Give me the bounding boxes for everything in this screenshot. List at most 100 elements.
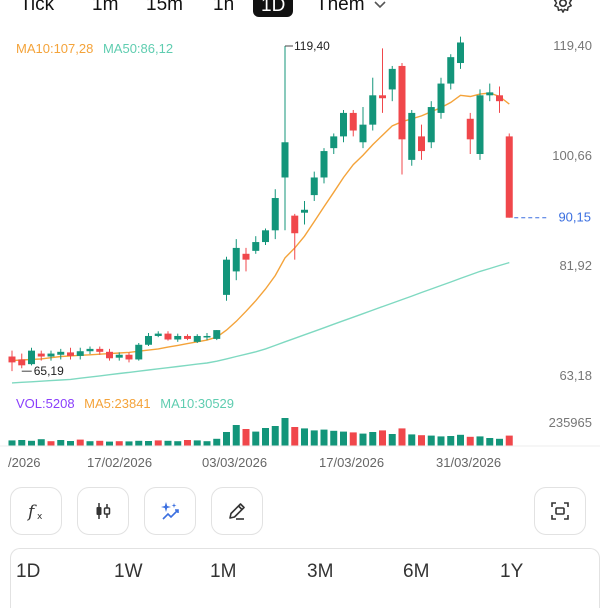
tab-1d[interactable]: 1D <box>253 0 294 17</box>
vol-ma10-legend: MA10:30529 <box>160 396 235 411</box>
tab-more-label: Thêm <box>316 0 365 15</box>
volume-bar <box>379 430 386 446</box>
volume-bar <box>388 434 396 446</box>
candle-body <box>437 83 445 113</box>
vol-legend: VOL:5208 <box>16 396 75 411</box>
volume-bar <box>18 440 26 446</box>
candle-body <box>486 92 494 96</box>
pencil-icon <box>229 503 245 520</box>
tab-15m[interactable]: 15m <box>146 0 183 15</box>
volume-bar <box>106 441 113 446</box>
volume-axis-label: 235965 <box>548 415 592 430</box>
candle-body <box>96 348 104 352</box>
date-label: 17/02/2026 <box>87 455 153 470</box>
sparkle-icon <box>161 502 179 520</box>
candle-body <box>466 118 474 140</box>
ma-legend: MA10:107,28 MA50:86,12 <box>16 41 173 56</box>
candle-body <box>496 95 503 102</box>
candle-body <box>67 352 74 356</box>
price-chart[interactable]: MA10:107,28 MA50:86,12 119,40 100,66 81,… <box>0 28 600 478</box>
candle-body <box>57 351 65 355</box>
candle-body <box>8 356 16 363</box>
volume-bar <box>359 433 367 446</box>
current-price-label: 90,15 <box>558 210 591 225</box>
volume-bar <box>193 440 201 446</box>
candle-body <box>418 136 425 152</box>
volume-bar <box>67 441 74 446</box>
candle-body <box>242 253 250 260</box>
candle-body <box>359 124 367 143</box>
ma50-line <box>11 261 510 384</box>
volume-bar <box>310 430 318 446</box>
volume-bar <box>154 440 162 446</box>
gear-icon[interactable] <box>552 0 574 14</box>
range-1m[interactable]: 1M <box>210 561 237 582</box>
volume-bar <box>476 436 484 446</box>
candle-body <box>447 57 455 84</box>
range-1w[interactable]: 1W <box>114 561 143 582</box>
volume-bar <box>281 418 289 446</box>
date-label: 03/03/2026 <box>202 455 268 470</box>
volume-bar <box>330 430 338 446</box>
range-6m[interactable]: 6M <box>403 561 430 582</box>
candle-body <box>408 112 416 160</box>
ai-insight-button[interactable] <box>144 487 196 535</box>
tab-tick[interactable]: Tick <box>20 0 55 15</box>
chart-type-button[interactable] <box>77 487 129 535</box>
tab-more[interactable]: Thêm <box>316 0 386 16</box>
candle-body <box>135 344 143 360</box>
candle-body <box>252 242 260 251</box>
candle-body <box>106 351 113 359</box>
fullscreen-button[interactable] <box>534 487 586 535</box>
candle-body <box>86 348 94 352</box>
candle-body <box>457 42 464 64</box>
volume-bar <box>203 441 211 446</box>
volume-bar <box>8 440 16 446</box>
candle-body <box>379 95 386 99</box>
ma10-line <box>11 92 510 362</box>
price-axis-label: 100,66 <box>552 148 592 163</box>
volume-bar <box>76 439 84 446</box>
range-1d[interactable]: 1D <box>16 561 41 582</box>
range-1y[interactable]: 1Y <box>500 561 524 582</box>
volume-bar <box>301 428 308 446</box>
volume-bar <box>457 434 464 446</box>
volume-bar <box>408 434 416 446</box>
candle-body <box>301 209 308 213</box>
date-label: /2026 <box>8 455 41 470</box>
candle-body <box>340 112 347 137</box>
volume-bar <box>96 440 104 446</box>
volume-bar <box>242 429 250 446</box>
volume-bar <box>320 429 328 446</box>
volume-bar <box>398 428 406 446</box>
candle-body <box>271 198 279 231</box>
candle-body <box>174 335 182 340</box>
indicator-button[interactable]: f x <box>10 487 62 535</box>
range-selector: 1D 1W 1M 3M 6M 1Y <box>10 548 600 608</box>
high-marker-label: 119,40 <box>294 39 330 53</box>
candle-body <box>213 330 221 339</box>
formula-icon: f x <box>26 502 43 522</box>
volume-bar <box>505 435 513 446</box>
ma10-legend: MA10:107,28 <box>16 41 94 56</box>
candle-body <box>164 333 172 340</box>
draw-button[interactable] <box>211 487 263 535</box>
candle-body <box>154 333 162 336</box>
date-label: 17/03/2026 <box>319 455 385 470</box>
volume-bar <box>174 441 182 446</box>
volume-bar <box>496 438 503 446</box>
tab-1m[interactable]: 1m <box>92 0 119 15</box>
candlestick-icon <box>96 503 111 519</box>
low-marker-label: 65,19 <box>34 364 64 378</box>
candle-body <box>310 177 318 196</box>
range-3m[interactable]: 3M <box>307 561 334 582</box>
candle-body <box>47 353 55 357</box>
volume-bar <box>349 432 357 446</box>
volume-bar <box>486 438 494 446</box>
tab-1h[interactable]: 1h <box>213 0 235 15</box>
candle-body <box>330 136 338 149</box>
volume-bar <box>57 440 65 446</box>
svg-text:x: x <box>37 512 43 522</box>
svg-text:f: f <box>26 502 37 522</box>
volume-bar <box>184 440 191 446</box>
